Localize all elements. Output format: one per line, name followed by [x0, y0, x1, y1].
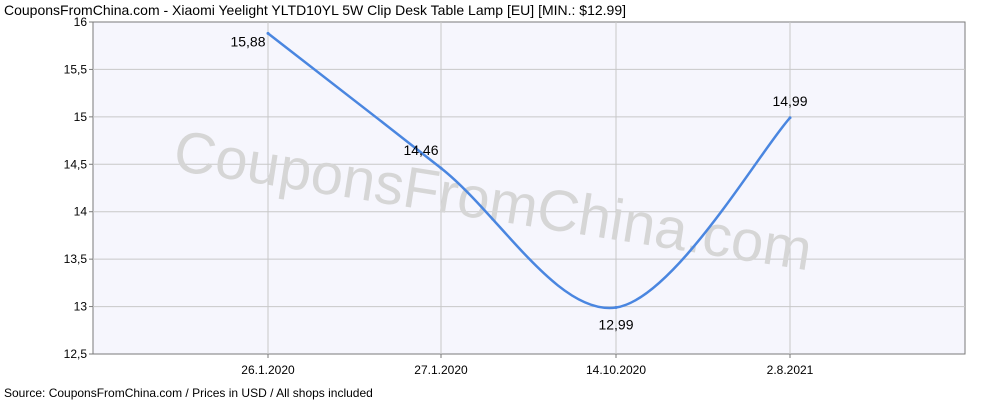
- price-line: [266, 32, 792, 310]
- y-tick-label: 12,5: [64, 347, 88, 361]
- x-tick-label: 2.8.2021: [767, 363, 814, 377]
- source-note: Source: CouponsFromChina.com / Prices in…: [4, 386, 373, 400]
- axis-ticks: 12,5 13 13,5 14 14,5 15 15,5 16 26.1.2020 27.1.20…: [64, 15, 814, 377]
- y-tick-label: 16: [74, 15, 88, 29]
- y-tick-label: 15,5: [64, 62, 88, 76]
- data-point: [788, 116, 792, 120]
- y-tick-label: 13,5: [64, 252, 88, 266]
- plot-area: [92, 21, 966, 355]
- x-tick-label: 26.1.2020: [241, 363, 295, 377]
- data-label: 12,99: [598, 317, 633, 333]
- chart-title: CouponsFromChina.com - Xiaomi Yeelight Y…: [4, 2, 626, 18]
- data-label: 14,99: [772, 93, 807, 109]
- series-layer: [266, 31, 792, 310]
- y-tick-label: 14,5: [64, 157, 88, 171]
- data-point: [439, 166, 443, 170]
- x-tick-label: 27.1.2020: [414, 363, 468, 377]
- grid-lines: [93, 22, 965, 354]
- data-label: 15,88: [230, 33, 265, 49]
- data-label: 14,46: [403, 142, 438, 158]
- data-labels: 15,88 14,46 12,99 14,99: [230, 33, 807, 332]
- y-tick-label: 13: [74, 300, 88, 314]
- data-point: [266, 31, 270, 35]
- y-tick-label: 14: [74, 205, 88, 219]
- data-point: [614, 306, 618, 310]
- y-tick-label: 15: [74, 110, 88, 124]
- x-tick-label: 14.10.2020: [586, 363, 646, 377]
